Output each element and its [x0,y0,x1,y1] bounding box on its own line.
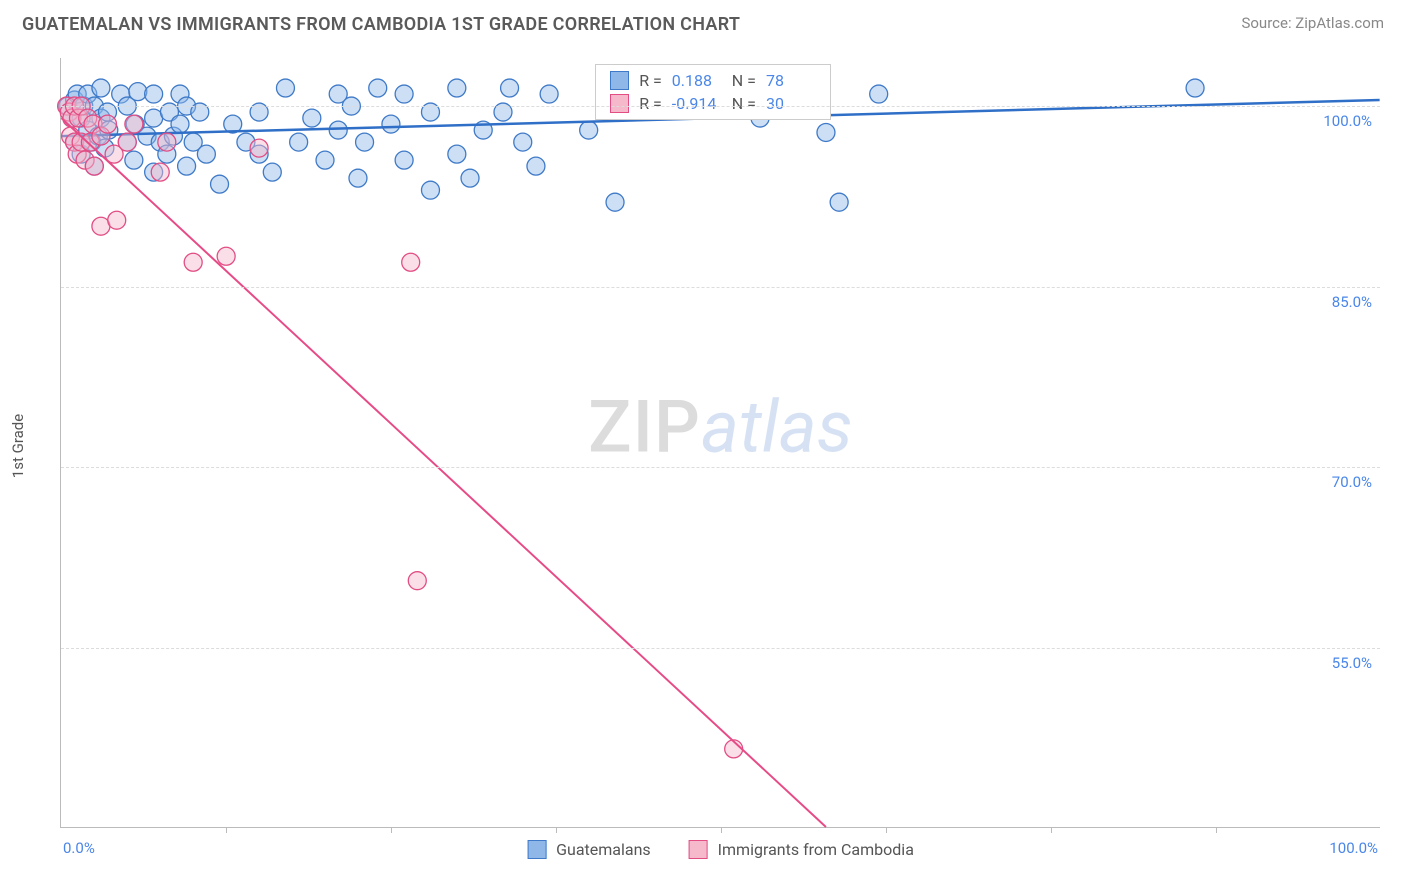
data-point [197,145,215,163]
y-axis-title: 1st Grade [9,414,27,478]
data-point [830,193,848,211]
data-point [369,79,387,97]
chart-plot-area: ZIPatlas R =0.188N =78R =-0.914N =30 Gua… [60,58,1380,828]
data-point [108,211,126,229]
data-point [99,115,117,133]
chart-title: GUATEMALAN VS IMMIGRANTS FROM CAMBODIA 1… [22,14,740,35]
data-point [217,247,235,265]
data-point [158,133,176,151]
data-point [606,193,624,211]
data-point [408,572,426,590]
data-point [501,79,519,97]
gridline-h [61,467,1380,468]
data-point [276,79,294,97]
data-point [129,83,147,101]
data-point [184,253,202,271]
legend-label: Immigrants from Cambodia [718,840,914,859]
stats-legend-box: R = 0.188 N = 78 R = -0.914 N = 30 [595,64,831,120]
stats-row: R = -0.914 N = 30 [610,94,816,113]
data-point [461,169,479,187]
data-point [118,133,136,151]
stat-r-value: 0.188 [672,71,722,90]
data-point [303,109,321,127]
data-point [85,157,103,175]
gridline-h [61,106,1380,107]
data-point [316,151,334,169]
data-point [171,115,189,133]
data-point [145,85,163,103]
data-point [514,133,532,151]
data-point [580,121,598,139]
data-point [448,79,466,97]
x-tick [391,827,392,833]
data-point [290,133,308,151]
chart-header: GUATEMALAN VS IMMIGRANTS FROM CAMBODIA 1… [0,0,1406,39]
stat-n-value: 78 [766,71,816,90]
data-point [125,151,143,169]
stat-r-value: -0.914 [672,94,722,113]
x-tick [1216,827,1217,833]
gridline-h [61,287,1380,288]
data-point [1186,79,1204,97]
x-tick-label: 0.0% [63,839,95,857]
stat-r-label: R = [639,71,662,90]
stats-row: R = 0.188 N = 78 [610,71,816,90]
data-point [349,169,367,187]
y-tick-label: 100.0% [1323,112,1372,130]
y-tick-label: 55.0% [1332,654,1372,672]
x-tick [556,827,557,833]
data-point [817,124,835,142]
data-point [250,139,268,157]
data-point [527,157,545,175]
data-point [448,145,466,163]
legend-swatch [689,840,708,859]
scatter-plot-svg [61,58,1380,827]
data-point [263,163,281,181]
data-point [178,157,196,175]
y-tick-label: 70.0% [1332,473,1372,491]
y-tick-label: 85.0% [1332,293,1372,311]
data-point [92,79,110,97]
legend-item: Immigrants from Cambodia [689,840,914,859]
x-tick-label: 100.0% [1329,839,1378,857]
legend-swatch [527,840,546,859]
data-point [421,181,439,199]
legend-item: Guatemalans [527,840,651,859]
series-legend: Guatemalans Immigrants from Cambodia [527,840,914,859]
regression-line [61,118,826,827]
data-point [211,175,229,193]
data-point [356,133,374,151]
stat-n-label: N = [732,94,756,113]
x-tick [1051,827,1052,833]
data-point [329,121,347,139]
x-tick [721,827,722,833]
legend-swatch [610,71,629,90]
x-tick [886,827,887,833]
legend-label: Guatemalans [556,840,651,859]
legend-swatch [610,94,629,113]
data-point [540,85,558,103]
data-point [402,253,420,271]
data-point [395,85,413,103]
chart-source: Source: ZipAtlas.com [1241,14,1384,32]
data-point [870,85,888,103]
stat-n-value: 30 [766,94,816,113]
data-point [125,115,143,133]
stat-r-label: R = [639,94,662,113]
data-point [395,151,413,169]
data-point [382,115,400,133]
stat-n-label: N = [732,71,756,90]
x-tick [226,827,227,833]
gridline-h [61,648,1380,649]
data-point [151,163,169,181]
